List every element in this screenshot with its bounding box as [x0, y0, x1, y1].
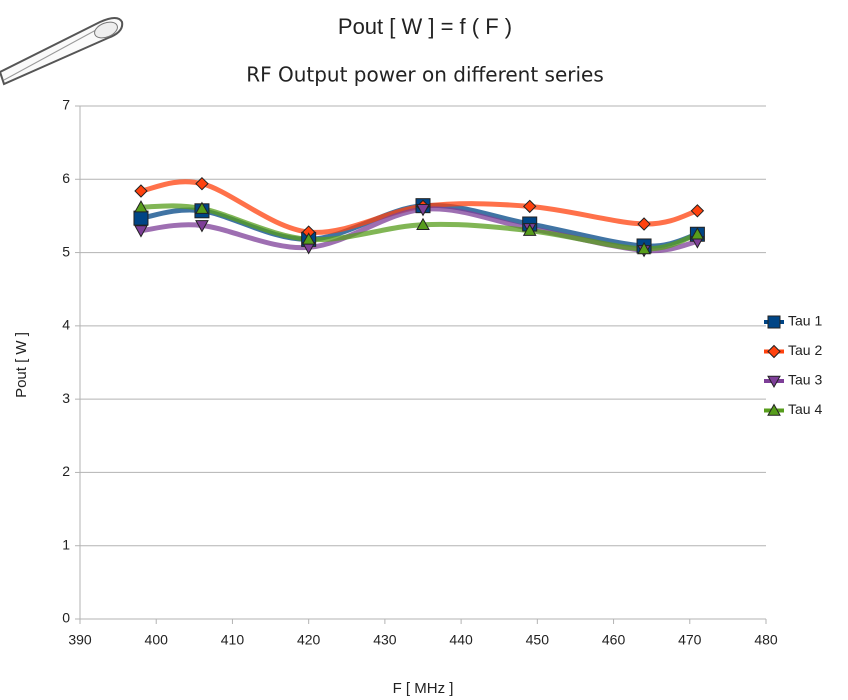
data-point — [301, 232, 316, 245]
data-point — [416, 217, 430, 231]
x-tick-label: 480 — [754, 632, 778, 648]
pen-icon — [0, 17, 124, 86]
y-tick-label: 2 — [62, 463, 70, 479]
x-tick-label: 400 — [145, 632, 169, 648]
y-tick-label: 1 — [62, 536, 70, 552]
data-point — [195, 220, 209, 233]
y-tick-label: 0 — [62, 610, 70, 626]
x-tick-label: 410 — [221, 632, 245, 648]
x-tick-label: 440 — [449, 632, 473, 648]
x-axis-label: F [ MHz ] — [393, 680, 454, 697]
x-tick-label: 450 — [526, 632, 550, 648]
data-point — [637, 241, 651, 255]
chart-subtitle: RF Output power on different series — [246, 63, 604, 87]
data-point — [416, 204, 430, 217]
legend-marker — [767, 315, 781, 329]
legend-label: Tau 4 — [788, 401, 822, 417]
data-point — [134, 225, 148, 238]
x-tick-label: 460 — [602, 632, 626, 648]
data-point — [133, 210, 149, 226]
data-point — [134, 200, 148, 213]
y-tick-label: 5 — [62, 243, 70, 259]
data-point — [195, 176, 209, 191]
data-point — [134, 184, 148, 198]
x-tick-label: 390 — [68, 632, 92, 648]
y-tick-label: 7 — [62, 97, 70, 113]
chart-title: Pout [ W ] = f ( F ) — [338, 14, 512, 39]
data-point — [522, 223, 537, 236]
y-tick-label: 3 — [62, 390, 70, 406]
legend-label: Tau 2 — [788, 342, 822, 358]
data-point — [195, 201, 209, 214]
y-tick-label: 4 — [62, 317, 70, 333]
y-tick-label: 6 — [62, 170, 70, 186]
legend-marker — [767, 403, 781, 416]
x-tick-label: 430 — [373, 632, 397, 648]
legend-marker — [767, 375, 781, 389]
data-point — [523, 199, 537, 214]
data-point — [690, 227, 705, 240]
x-tick-label: 470 — [678, 632, 702, 648]
legend-marker — [767, 344, 781, 359]
legend-label: Tau 1 — [788, 313, 822, 329]
data-point — [637, 217, 651, 231]
y-axis-label: Pout [ W ] — [13, 332, 30, 398]
x-tick-label: 420 — [297, 632, 321, 648]
data-point — [690, 204, 705, 218]
legend-label: Tau 3 — [788, 372, 822, 388]
